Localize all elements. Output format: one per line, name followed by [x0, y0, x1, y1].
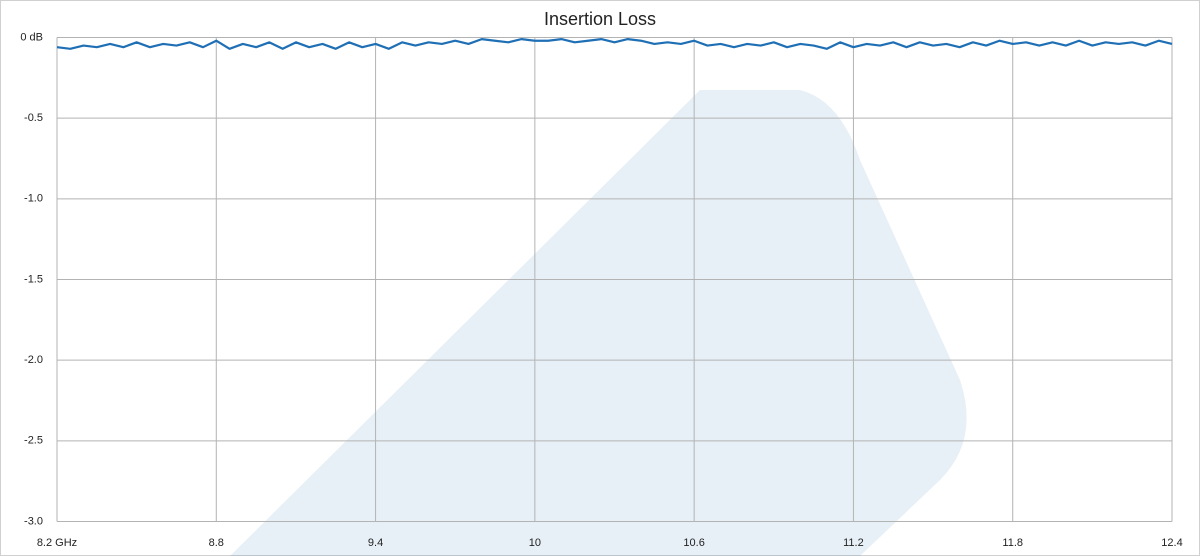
y-tick-label: -3.0	[24, 515, 43, 527]
x-tick-label: 12.4	[1161, 537, 1182, 549]
y-tick-label: -2.0	[24, 354, 43, 366]
y-tick-label: -2.5	[24, 435, 43, 447]
chart-title: Insertion Loss	[544, 9, 656, 29]
y-tick-label: -1.0	[24, 193, 43, 205]
y-tick-label: -1.5	[24, 273, 43, 285]
x-tick-label: 8.8	[209, 537, 224, 549]
x-tick-label: 9.4	[368, 537, 383, 549]
x-tick-label: 11.2	[843, 537, 864, 549]
data-line	[56, 38, 1173, 50]
y-tick-label: -0.5	[24, 112, 43, 124]
x-tick-label: 10	[529, 537, 541, 549]
watermark-shape	[230, 90, 967, 556]
watermark	[230, 90, 967, 556]
x-tick-label: 11.8	[1002, 537, 1023, 549]
y-tick-label: 0 dB	[20, 31, 43, 43]
x-tick-label: 10.6	[683, 537, 704, 549]
x-tick-label: 8.2 GHz	[37, 537, 77, 549]
